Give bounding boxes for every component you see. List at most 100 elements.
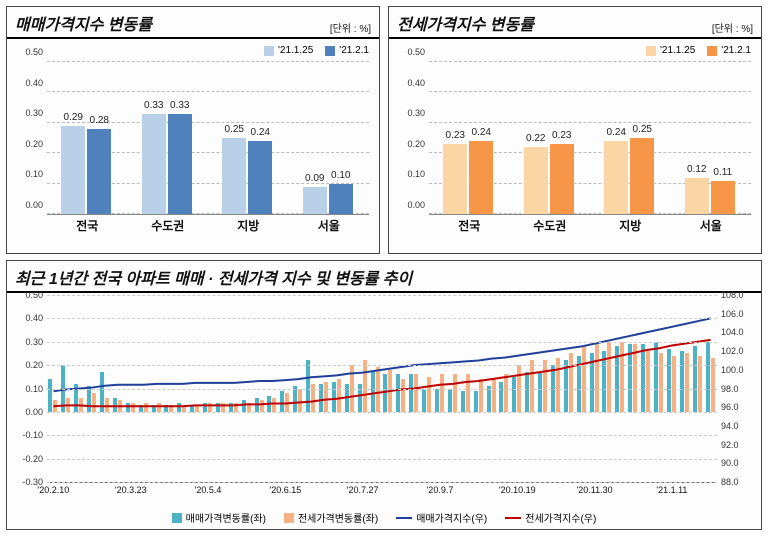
trend-legend-item: 매매가격변동률(좌) — [172, 510, 266, 525]
y-right-tick: 106.0 — [721, 309, 744, 319]
y-right-tick: 98.0 — [721, 384, 739, 394]
bar — [248, 141, 272, 214]
legend-label: '21.2.1 — [339, 45, 369, 56]
trend-legend: 매매가격변동률(좌)전세가격변동률(좌)매매가격지수(우)전세가격지수(우) — [7, 510, 761, 525]
y-tick-label: 0.40 — [407, 78, 425, 88]
bar-value-label: 0.23 — [550, 130, 574, 141]
sale-panel-title: 매매가격지수 변동률 — [15, 11, 152, 35]
y-right-tick: 96.0 — [721, 402, 739, 412]
y-tick-label: 0.20 — [407, 139, 425, 149]
y-tick-label: 0.40 — [25, 78, 43, 88]
trend-title: 최근 1년간 전국 아파트 매매 · 전세가격 지수 및 변동률 추이 — [15, 265, 412, 289]
x-tick-label: 수도권 — [510, 217, 591, 233]
bar — [604, 141, 628, 214]
x-tick-label: 지방 — [590, 217, 671, 233]
y-right-tick: 88.0 — [721, 477, 739, 487]
lease-plot: 0.230.240.220.230.240.250.120.11 — [429, 62, 751, 215]
sale-x-axis: 전국수도권지방서울 — [47, 217, 369, 233]
trend-legend-item: 전세가격지수(우) — [505, 510, 596, 525]
legend-item: '21.1.25 — [264, 45, 313, 56]
bar-group: 0.240.25 — [604, 138, 654, 214]
legend-item: '21.2.1 — [325, 45, 369, 56]
y-left-tick: -0.20 — [22, 454, 43, 464]
bar — [61, 126, 85, 214]
sale-panel-unit: [단위 : %] — [330, 20, 371, 35]
bar — [222, 138, 246, 214]
bar-value-label: 0.10 — [329, 170, 353, 181]
y-left-tick: 0.10 — [25, 384, 43, 394]
lease-y-axis: 0.000.100.200.300.400.50 — [399, 62, 427, 215]
bar-group: 0.250.24 — [222, 138, 272, 214]
bar — [685, 178, 709, 214]
trend-y-axis-right: 88.090.092.094.096.098.0100.0102.0104.01… — [719, 295, 753, 483]
y-tick-label: 0.00 — [407, 200, 425, 210]
bar-group: 0.330.33 — [142, 114, 192, 214]
bar — [550, 144, 574, 214]
trend-x-tick: '20.9.7 — [427, 485, 454, 495]
x-tick-label: 지방 — [208, 217, 289, 233]
y-right-tick: 108.0 — [721, 290, 744, 300]
lease-x-axis: 전국수도권지방서울 — [429, 217, 751, 233]
y-right-tick: 92.0 — [721, 440, 739, 450]
y-tick-label: 0.00 — [25, 200, 43, 210]
bar-value-label: 0.24 — [604, 127, 628, 138]
y-right-tick: 90.0 — [721, 458, 739, 468]
trend-plot — [47, 295, 717, 483]
trend-panel: 최근 1년간 전국 아파트 매매 · 전세가격 지수 및 변동률 추이 -0.3… — [6, 260, 762, 530]
bar — [329, 184, 353, 214]
trend-x-axis: '20.2.10'20.3.23'20.5.4'20.6.15'20.7.27'… — [47, 485, 717, 497]
bar — [711, 181, 735, 214]
bar-group: 0.290.28 — [61, 126, 111, 214]
trend-line — [53, 318, 710, 391]
y-right-tick: 100.0 — [721, 365, 744, 375]
trend-x-tick: '20.2.10 — [38, 485, 70, 495]
bar-group: 0.120.11 — [685, 178, 735, 214]
legend-swatch — [707, 46, 717, 56]
bar — [630, 138, 654, 214]
bar-value-label: 0.22 — [524, 133, 548, 144]
legend-item: '21.1.25 — [646, 45, 695, 56]
bar — [469, 141, 493, 214]
legend-label: 전세가격변동률(좌) — [298, 510, 378, 525]
y-right-tick: 102.0 — [721, 346, 744, 356]
legend-line-swatch — [396, 517, 412, 519]
bar-value-label: 0.24 — [248, 127, 272, 138]
y-tick-label: 0.50 — [407, 47, 425, 57]
trend-x-tick: '20.6.15 — [269, 485, 301, 495]
bar-value-label: 0.11 — [711, 167, 735, 178]
y-left-tick: 0.50 — [25, 290, 43, 300]
y-left-tick: 0.30 — [25, 337, 43, 347]
x-tick-label: 전국 — [47, 217, 128, 233]
lease-panel-unit: [단위 : %] — [712, 20, 753, 35]
sale-price-index-panel: 매매가격지수 변동률 [단위 : %] '21.1.25 '21.2.1 0.00… — [6, 6, 380, 254]
trend-line — [53, 340, 710, 406]
legend-swatch — [284, 513, 294, 523]
y-tick-label: 0.50 — [25, 47, 43, 57]
bar — [303, 187, 327, 214]
sale-plot: 0.290.28 0.330.33 0.250.24 0.090.10 — [47, 62, 369, 215]
y-left-tick: -0.10 — [22, 430, 43, 440]
legend-label: '21.2.1 — [721, 45, 751, 56]
bar — [443, 144, 467, 214]
trend-y-axis-left: -0.30-0.20-0.100.000.100.200.300.400.50 — [15, 295, 45, 483]
bar-value-label: 0.23 — [443, 130, 467, 141]
trend-x-tick: '21.1.11 — [656, 485, 687, 495]
trend-x-tick: '20.11.30 — [577, 485, 613, 495]
legend-label: 전세가격지수(우) — [525, 510, 596, 525]
y-left-tick: 0.00 — [25, 407, 43, 417]
bar-value-label: 0.28 — [87, 115, 111, 126]
lease-price-index-panel: 전세가격지수 변동률 [단위 : %] '21.1.25 '21.2.1 0.00… — [388, 6, 762, 254]
y-left-tick: 0.20 — [25, 360, 43, 370]
bar-group: 0.090.10 — [303, 184, 353, 214]
trend-x-tick: '20.7.27 — [347, 485, 379, 495]
legend-line-swatch — [505, 517, 521, 519]
bar-value-label: 0.25 — [630, 124, 654, 135]
bar-value-label: 0.09 — [303, 173, 327, 184]
lease-panel-title: 전세가격지수 변동률 — [397, 11, 534, 35]
legend-label: '21.1.25 — [660, 45, 695, 56]
legend-item: '21.2.1 — [707, 45, 751, 56]
bar — [524, 147, 548, 214]
legend-swatch — [646, 46, 656, 56]
legend-swatch — [172, 513, 182, 523]
lease-legend: '21.1.25 '21.2.1 — [646, 45, 751, 56]
